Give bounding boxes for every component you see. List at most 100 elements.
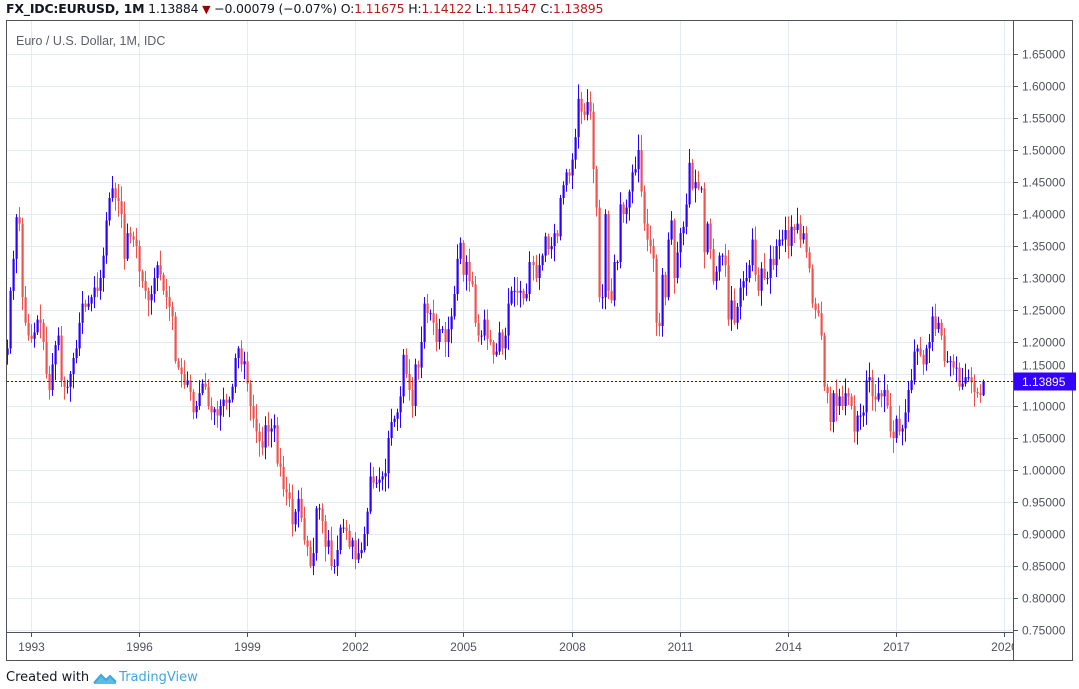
candle-body <box>423 303 426 342</box>
candle <box>321 503 324 534</box>
candle <box>45 326 48 379</box>
candle <box>42 319 45 351</box>
candle-body <box>727 265 730 320</box>
candle <box>844 378 847 416</box>
candle-body <box>159 265 162 275</box>
candle <box>979 384 982 403</box>
candle <box>264 416 267 460</box>
candle <box>859 403 862 430</box>
candle-body <box>754 239 757 275</box>
candle <box>222 387 225 417</box>
candle <box>550 237 553 259</box>
candle-body <box>393 418 396 422</box>
candle-body <box>703 188 706 253</box>
candle <box>516 276 519 306</box>
candle-body <box>868 377 871 381</box>
candle <box>48 366 51 400</box>
candle-body <box>69 374 72 387</box>
candle <box>438 318 441 350</box>
candle-body <box>267 425 270 432</box>
candle-body <box>519 290 522 293</box>
candle-body <box>456 258 459 294</box>
candle <box>814 297 817 319</box>
candle-body <box>571 159 574 176</box>
candle <box>78 312 81 356</box>
candle <box>525 283 528 302</box>
candle <box>18 206 21 232</box>
candle-body <box>363 534 366 550</box>
candle-body <box>853 406 856 432</box>
time-axis[interactable]: 1993 1996 1999 2002 2005 2008 2011 2014 2017 2020 <box>18 632 1018 654</box>
candle <box>589 91 592 120</box>
candle <box>772 246 775 271</box>
candle <box>778 229 781 260</box>
candle <box>700 186 703 193</box>
candle-body <box>228 399 231 403</box>
candle-body <box>739 287 742 307</box>
candle-body <box>324 521 327 547</box>
candle-body <box>904 412 907 429</box>
candle <box>571 153 574 190</box>
last-price-tag <box>1014 372 1076 391</box>
candle <box>877 377 880 402</box>
price-tick-label: 1.55000 <box>1022 112 1066 126</box>
candle <box>423 296 426 349</box>
candle <box>640 134 643 197</box>
candle <box>976 387 979 398</box>
high-label: H: <box>408 1 422 16</box>
candle-body <box>414 364 417 406</box>
footer: Created with TradingView <box>6 670 198 685</box>
candle-body <box>700 188 703 190</box>
candle <box>553 223 556 262</box>
high-value: 1.14122 <box>421 1 472 16</box>
tradingview-link[interactable]: TradingView <box>119 670 198 685</box>
candle-body <box>132 236 135 240</box>
candle <box>964 363 967 387</box>
price-tick-label: 0.95000 <box>1022 496 1066 510</box>
price-axis[interactable]: 1.65000 1.60000 1.55000 1.50000 1.45000 1.400… <box>1013 48 1066 638</box>
candle-body <box>258 431 261 442</box>
candle <box>138 240 141 287</box>
candle-body <box>883 390 886 397</box>
candle-body <box>165 290 168 298</box>
candle <box>411 376 414 418</box>
candle-body <box>553 233 556 246</box>
candle-body <box>847 393 850 397</box>
candle-body <box>937 322 940 330</box>
candle-body <box>195 406 198 413</box>
candle <box>763 253 766 280</box>
candle-body <box>183 374 186 385</box>
candle-body <box>892 431 895 438</box>
candle <box>480 330 483 345</box>
candle-body <box>532 262 535 266</box>
candle-body <box>634 169 637 173</box>
price-tick-label: 1.25000 <box>1022 304 1066 318</box>
series-legend: Euro / U.S. Dollar, 1M, IDC <box>16 34 165 48</box>
candle <box>345 520 348 540</box>
candle-body <box>513 290 516 292</box>
candle-body <box>826 386 829 394</box>
candle <box>147 287 150 317</box>
candle-body <box>856 415 859 432</box>
candle <box>204 372 207 390</box>
candle <box>706 221 709 255</box>
candle <box>544 232 547 263</box>
candle <box>258 423 261 457</box>
candle-body <box>706 223 709 253</box>
candle-body <box>682 226 685 234</box>
candle <box>348 524 351 550</box>
tradingview-logo-icon <box>93 673 117 684</box>
candle-body <box>315 508 318 554</box>
candle <box>757 267 760 297</box>
candle <box>360 542 363 559</box>
candle <box>372 466 375 489</box>
candle-body <box>643 191 646 224</box>
candle-body <box>441 329 444 331</box>
candle <box>399 386 402 428</box>
candle <box>384 458 387 492</box>
candle <box>685 193 688 235</box>
candle <box>973 374 976 407</box>
candle <box>90 294 93 312</box>
candle <box>835 379 838 422</box>
